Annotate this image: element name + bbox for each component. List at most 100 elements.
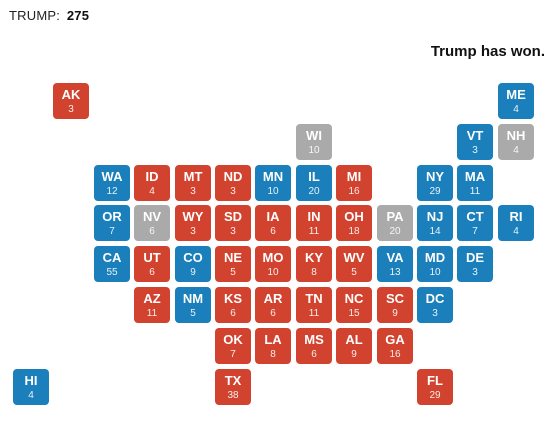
state-abbreviation: LA [264, 332, 282, 347]
state-tile-sd[interactable]: SD 3 [215, 205, 251, 241]
electoral-votes: 15 [348, 308, 360, 319]
state-abbreviation: ID [145, 169, 159, 184]
state-tile-wi[interactable]: WI 10 [296, 124, 332, 160]
tally-label: TRUMP: [9, 8, 61, 23]
state-tile-md[interactable]: MD 10 [417, 246, 453, 282]
state-abbreviation: VA [386, 250, 404, 265]
state-tile-la[interactable]: LA 8 [255, 328, 291, 364]
state-abbreviation: AL [345, 332, 363, 347]
electoral-votes: 18 [348, 226, 360, 237]
state-tile-mt[interactable]: MT 3 [175, 165, 211, 201]
state-abbreviation: OH [344, 209, 364, 224]
state-abbreviation: DC [425, 291, 445, 306]
electoral-votes: 6 [270, 308, 276, 319]
state-tile-wv[interactable]: WV 5 [336, 246, 372, 282]
electoral-votes: 4 [149, 186, 155, 197]
state-tile-nd[interactable]: ND 3 [215, 165, 251, 201]
state-tile-ct[interactable]: CT 7 [457, 205, 493, 241]
state-tile-ut[interactable]: UT 6 [134, 246, 170, 282]
state-abbreviation: PA [386, 209, 404, 224]
electoral-votes: 29 [429, 390, 441, 401]
state-tile-ia[interactable]: IA 6 [255, 205, 291, 241]
state-tile-ks[interactable]: KS 6 [215, 287, 251, 323]
state-abbreviation: MA [464, 169, 486, 184]
state-tile-dc[interactable]: DC 3 [417, 287, 453, 323]
state-tile-sc[interactable]: SC 9 [377, 287, 413, 323]
state-tile-ak[interactable]: AK 3 [53, 83, 89, 119]
state-tile-mi[interactable]: MI 16 [336, 165, 372, 201]
state-tile-ms[interactable]: MS 6 [296, 328, 332, 364]
electoral-votes: 6 [149, 226, 155, 237]
electoral-votes: 4 [28, 390, 34, 401]
electoral-votes: 5 [230, 267, 236, 278]
electoral-votes: 11 [469, 186, 481, 197]
state-abbreviation: UT [143, 250, 161, 265]
electoral-votes: 8 [311, 267, 317, 278]
state-tile-me[interactable]: ME 4 [498, 83, 534, 119]
state-tile-ky[interactable]: KY 8 [296, 246, 332, 282]
state-tile-nj[interactable]: NJ 14 [417, 205, 453, 241]
state-tile-ga[interactable]: GA 16 [377, 328, 413, 364]
state-abbreviation: OK [223, 332, 243, 347]
state-tile-in[interactable]: IN 11 [296, 205, 332, 241]
electoral-votes: 6 [311, 349, 317, 360]
state-tile-ne[interactable]: NE 5 [215, 246, 251, 282]
state-tile-az[interactable]: AZ 11 [134, 287, 170, 323]
electoral-votes: 11 [308, 226, 320, 237]
state-tile-ma[interactable]: MA 11 [457, 165, 493, 201]
state-abbreviation: NE [223, 250, 243, 265]
state-tile-wa[interactable]: WA 12 [94, 165, 130, 201]
state-abbreviation: CO [183, 250, 203, 265]
electoral-votes: 9 [351, 349, 357, 360]
electoral-votes: 3 [68, 104, 74, 115]
state-tile-de[interactable]: DE 3 [457, 246, 493, 282]
state-tile-or[interactable]: OR 7 [94, 205, 130, 241]
state-abbreviation: SC [385, 291, 405, 306]
state-tile-ar[interactable]: AR 6 [255, 287, 291, 323]
state-tile-nm[interactable]: NM 5 [175, 287, 211, 323]
state-tile-oh[interactable]: OH 18 [336, 205, 372, 241]
state-tile-hi[interactable]: HI 4 [13, 369, 49, 405]
electoral-votes: 16 [348, 186, 360, 197]
electoral-votes: 4 [513, 104, 519, 115]
state-tile-al[interactable]: AL 9 [336, 328, 372, 364]
electoral-votes: 14 [429, 226, 441, 237]
state-abbreviation: DE [465, 250, 485, 265]
electoral-votes: 11 [146, 308, 158, 319]
state-tile-ca[interactable]: CA 55 [94, 246, 130, 282]
state-tile-nv[interactable]: NV 6 [134, 205, 170, 241]
state-tile-pa[interactable]: PA 20 [377, 205, 413, 241]
state-tile-co[interactable]: CO 9 [175, 246, 211, 282]
state-tile-wy[interactable]: WY 3 [175, 205, 211, 241]
state-abbreviation: AK [61, 87, 81, 102]
electoral-votes: 6 [230, 308, 236, 319]
state-tile-fl[interactable]: FL 29 [417, 369, 453, 405]
state-tile-vt[interactable]: VT 3 [457, 124, 493, 160]
electoral-votes: 9 [190, 267, 196, 278]
state-tile-ny[interactable]: NY 29 [417, 165, 453, 201]
state-tile-ok[interactable]: OK 7 [215, 328, 251, 364]
state-tile-tx[interactable]: TX 38 [215, 369, 251, 405]
state-abbreviation: KY [304, 250, 324, 265]
state-tile-mo[interactable]: MO 10 [255, 246, 291, 282]
electoral-votes: 10 [429, 267, 441, 278]
electoral-votes: 5 [351, 267, 357, 278]
state-tile-nh[interactable]: NH 4 [498, 124, 534, 160]
state-tile-nc[interactable]: NC 15 [336, 287, 372, 323]
state-abbreviation: WI [306, 128, 322, 143]
state-tile-tn[interactable]: TN 11 [296, 287, 332, 323]
state-tile-id[interactable]: ID 4 [134, 165, 170, 201]
state-tile-mn[interactable]: MN 10 [255, 165, 291, 201]
state-abbreviation: NC [344, 291, 364, 306]
state-tile-il[interactable]: IL 20 [296, 165, 332, 201]
state-abbreviation: NM [182, 291, 204, 306]
state-tile-ri[interactable]: RI 4 [498, 205, 534, 241]
electoral-votes: 20 [308, 186, 320, 197]
state-abbreviation: OR [102, 209, 122, 224]
state-abbreviation: ND [223, 169, 243, 184]
state-tile-va[interactable]: VA 13 [377, 246, 413, 282]
state-abbreviation: MS [304, 332, 324, 347]
state-abbreviation: NJ [426, 209, 444, 224]
electoral-votes: 8 [270, 349, 276, 360]
state-abbreviation: MI [346, 169, 362, 184]
